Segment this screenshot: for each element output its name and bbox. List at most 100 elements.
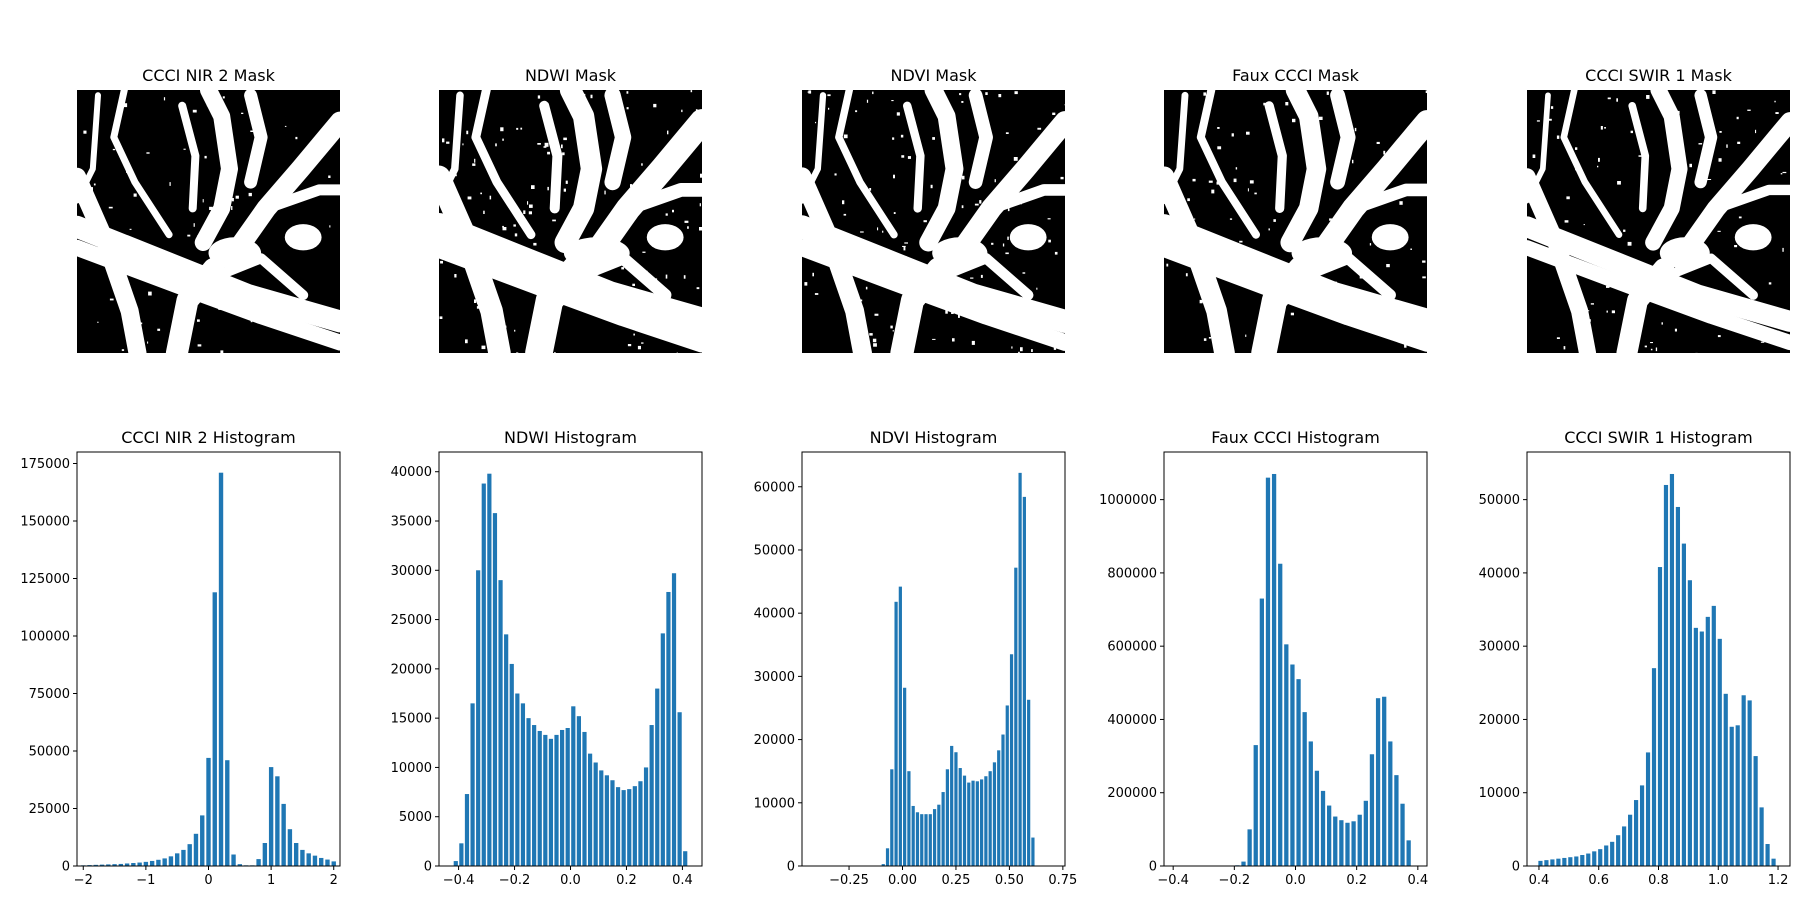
mask-speckle (192, 310, 195, 313)
mask-speckle (1590, 303, 1594, 305)
x-tick-label: 1.2 (1768, 873, 1789, 888)
mask-speckle (502, 225, 504, 228)
mask-speckle (312, 239, 314, 241)
mask-speckle (1333, 281, 1337, 286)
mask-feature (835, 90, 898, 239)
mask-speckle (687, 122, 690, 125)
histogram-bar (156, 859, 161, 866)
histogram-bar (915, 812, 920, 866)
mask-speckle (626, 107, 629, 110)
mask-speckle (1211, 189, 1215, 194)
histogram-bar (599, 770, 604, 866)
histogram-bar (1550, 859, 1555, 866)
mask-feature (224, 111, 340, 264)
mask-speckle (1245, 334, 1247, 337)
mask-speckle (206, 103, 209, 107)
mask-feature (439, 237, 702, 353)
mask-speckle (1239, 240, 1243, 243)
mask-speckle (1268, 228, 1270, 231)
mask-speckle (699, 227, 702, 231)
mask-speckle (552, 275, 556, 278)
mask-speckle (1002, 243, 1005, 247)
mask-speckle (958, 314, 960, 318)
histogram-bar (112, 864, 117, 866)
mask-speckle (842, 200, 845, 205)
y-tick-label: 50000 (754, 543, 795, 558)
mask-speckle (195, 284, 198, 289)
histogram-bar (548, 738, 554, 866)
histogram-bar (1747, 700, 1752, 866)
mask-speckle (235, 195, 239, 199)
mask-speckle (1762, 312, 1766, 315)
histogram-bar (1681, 543, 1686, 866)
histogram-bar (666, 591, 671, 866)
histogram-bar (476, 570, 481, 866)
mask-speckle (523, 210, 526, 214)
mask-speckle (653, 103, 657, 108)
mask-speckle (932, 137, 935, 140)
histogram-bar (193, 833, 199, 866)
histogram-bar (1544, 860, 1549, 866)
mask-speckle (1185, 273, 1188, 277)
mask-speckle (527, 201, 529, 205)
mask-speckle (1026, 173, 1030, 176)
mask-speckle (1199, 299, 1203, 304)
histogram-bar (1693, 627, 1698, 866)
mask-speckle (865, 286, 868, 290)
histogram-bar (1009, 654, 1014, 866)
mask-speckle (671, 169, 676, 172)
mask-speckle (232, 198, 234, 202)
mask-image (802, 90, 1065, 353)
y-tick-label: 20000 (391, 662, 432, 677)
mask-feature (1251, 256, 1314, 353)
mask-speckle (874, 313, 879, 316)
mask-speckle (83, 130, 87, 134)
mask-speckle (893, 174, 895, 179)
mask-speckle (1173, 248, 1178, 253)
histogram-plot: −2 −1 0 1 2 0 25000 50000 75000 100000 125000 15000… (20, 451, 341, 888)
mask-speckle (666, 310, 669, 315)
histogram-bar (256, 859, 261, 866)
x-tick-label: 0.2 (1346, 873, 1367, 888)
mask-speckle (1203, 92, 1206, 96)
y-tick-label: 200000 (1107, 786, 1157, 801)
mask-speckle (843, 134, 848, 139)
mask-speckle (980, 274, 983, 278)
y-tick-label: 0 (1512, 860, 1520, 875)
mask-speckle (907, 156, 911, 159)
mask-speckle (1206, 109, 1210, 113)
mask-speckle (980, 250, 982, 254)
mask-speckle (1037, 127, 1042, 130)
mask-panel: CCCI NIR 2 Mask (77, 66, 340, 353)
mask-speckle (1627, 241, 1632, 246)
histogram-bar (1345, 822, 1350, 866)
mask-speckle (977, 210, 982, 215)
mask-speckle (1208, 180, 1213, 183)
mask-speckle (1604, 127, 1606, 129)
histogram-bar (453, 861, 458, 866)
mask-speckle (487, 304, 491, 307)
mask-feature (1264, 101, 1287, 213)
mask-speckle (1320, 276, 1323, 280)
mask-feature (194, 90, 238, 251)
mask-speckle (516, 127, 519, 130)
histogram-bar (537, 730, 542, 866)
mask-speckle (627, 344, 632, 347)
mask-speckle (1422, 276, 1426, 279)
histogram-bar (312, 855, 318, 866)
histogram-bar (997, 750, 1001, 866)
mask-speckle (1235, 167, 1238, 170)
histogram-bar (1717, 638, 1722, 866)
mask-speckle (1208, 232, 1212, 237)
mask-feature (1645, 90, 1688, 251)
mask-speckle (1717, 230, 1721, 232)
mask-speckle (202, 199, 204, 203)
mask-speckle (483, 210, 485, 214)
mask-speckle (97, 321, 99, 323)
mask-feature (77, 239, 340, 351)
mask-speckle (1370, 173, 1374, 177)
histogram-bar (593, 762, 598, 866)
histogram-bar (225, 760, 230, 866)
mask-speckle (815, 121, 817, 124)
